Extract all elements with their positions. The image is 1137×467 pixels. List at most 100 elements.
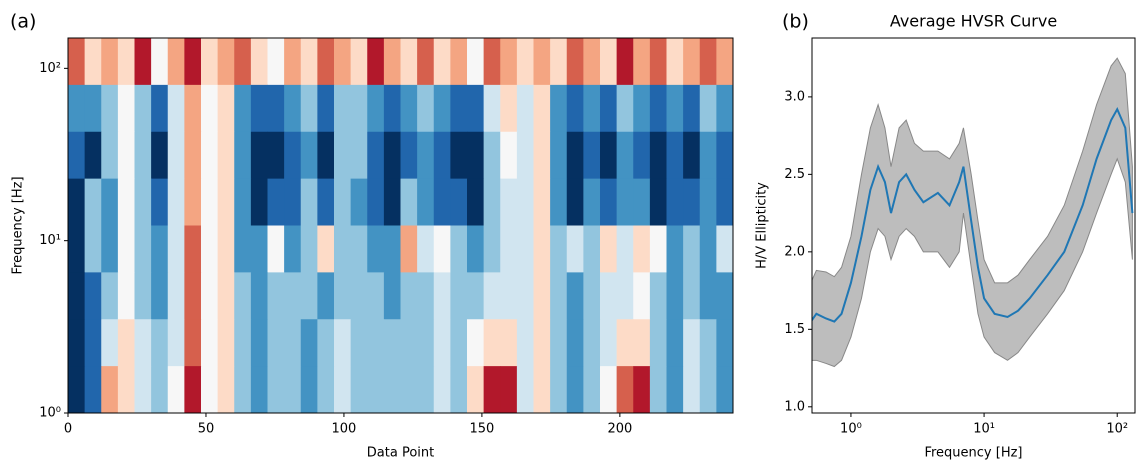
heat-cell <box>616 84 634 133</box>
heat-cell <box>367 366 385 414</box>
heat-cell <box>516 178 534 226</box>
heat-cell <box>483 319 501 367</box>
heat-cell <box>450 366 468 414</box>
heat-cell <box>184 38 202 86</box>
heat-cell <box>317 38 335 86</box>
heat-cell <box>450 272 468 320</box>
heat-cell <box>467 225 485 273</box>
x-tick-label: 50 <box>198 422 215 437</box>
heat-cell <box>666 131 684 180</box>
heat-cell <box>417 366 435 414</box>
heat-cell <box>134 38 152 86</box>
heat-cell <box>84 225 102 273</box>
heat-cell <box>201 272 219 320</box>
heat-cell <box>583 38 601 86</box>
heat-cell <box>234 225 252 273</box>
heat-cell <box>167 366 185 414</box>
heat-cell <box>666 84 684 133</box>
heat-cell <box>699 84 717 133</box>
heat-cell <box>334 38 352 86</box>
heat-cell <box>533 84 551 133</box>
heat-cell <box>467 178 485 226</box>
heat-cell <box>234 84 252 133</box>
heat-cell <box>250 366 268 414</box>
heat-cell <box>633 84 651 133</box>
heat-cell <box>600 131 618 180</box>
heat-cell <box>317 131 335 180</box>
heat-cell <box>616 38 634 86</box>
heat-cell <box>383 178 401 226</box>
y-axis-label: H/V Ellipticity <box>755 182 770 269</box>
heat-cell <box>600 84 618 133</box>
heat-cell <box>467 84 485 133</box>
heat-cell <box>683 225 701 273</box>
heat-cell <box>151 319 169 367</box>
y-tick-label: 1.0 <box>784 399 805 414</box>
heat-cell <box>433 38 451 86</box>
heat-cell <box>300 38 318 86</box>
heat-cell <box>533 38 551 86</box>
heat-cell <box>699 131 717 180</box>
heat-cell <box>383 84 401 133</box>
heat-cell <box>516 225 534 273</box>
panel-label: (b) <box>782 11 809 33</box>
heat-cell <box>300 272 318 320</box>
heat-cell <box>649 319 667 367</box>
heat-cell <box>649 366 667 414</box>
heat-cell <box>117 366 135 414</box>
heat-cell <box>84 319 102 367</box>
heat-cell <box>267 84 285 133</box>
heat-cell <box>134 178 152 226</box>
heat-cell <box>533 225 551 273</box>
heat-cell <box>117 225 135 273</box>
heat-cell <box>201 366 219 414</box>
heat-cell <box>250 38 268 86</box>
heat-cell <box>167 178 185 226</box>
heat-cell <box>284 366 302 414</box>
heat-cell <box>433 178 451 226</box>
heat-cell <box>367 178 385 226</box>
heat-cell <box>383 38 401 86</box>
heat-cell <box>483 38 501 86</box>
heat-cell <box>583 319 601 367</box>
heat-cell <box>267 178 285 226</box>
heat-cell <box>716 319 734 367</box>
heat-cell <box>683 38 701 86</box>
heat-cell <box>284 38 302 86</box>
heat-cell <box>649 131 667 180</box>
heat-cell <box>533 319 551 367</box>
heat-cell <box>417 38 435 86</box>
heat-cell <box>683 272 701 320</box>
heat-cell <box>84 131 102 180</box>
heat-cell <box>550 319 568 367</box>
heat-cell <box>68 178 86 226</box>
heat-cell <box>117 272 135 320</box>
heat-cell <box>583 366 601 414</box>
heat-cell <box>633 38 651 86</box>
heat-cell <box>101 225 119 273</box>
heat-cell <box>350 272 368 320</box>
x-axis-label: Frequency [Hz] <box>924 446 1022 461</box>
heat-cell <box>267 366 285 414</box>
heat-cell <box>300 225 318 273</box>
heat-cell <box>649 38 667 86</box>
heat-cell <box>383 225 401 273</box>
heat-cell <box>334 178 352 226</box>
heat-cell <box>400 178 418 226</box>
heat-cell <box>367 38 385 86</box>
heat-cell <box>101 178 119 226</box>
heat-cell <box>533 131 551 180</box>
heat-cell <box>201 178 219 226</box>
heat-cell <box>234 366 252 414</box>
x-tick-label: 10⁰ <box>840 422 862 437</box>
heat-cell <box>500 84 518 133</box>
heat-cell <box>483 366 501 414</box>
heat-cell <box>68 38 86 86</box>
heat-cell <box>134 366 152 414</box>
heat-cell <box>516 319 534 367</box>
heat-cell <box>250 319 268 367</box>
heat-cell <box>267 131 285 180</box>
heat-cell <box>483 131 501 180</box>
heat-cell <box>566 225 584 273</box>
heat-cell <box>699 366 717 414</box>
